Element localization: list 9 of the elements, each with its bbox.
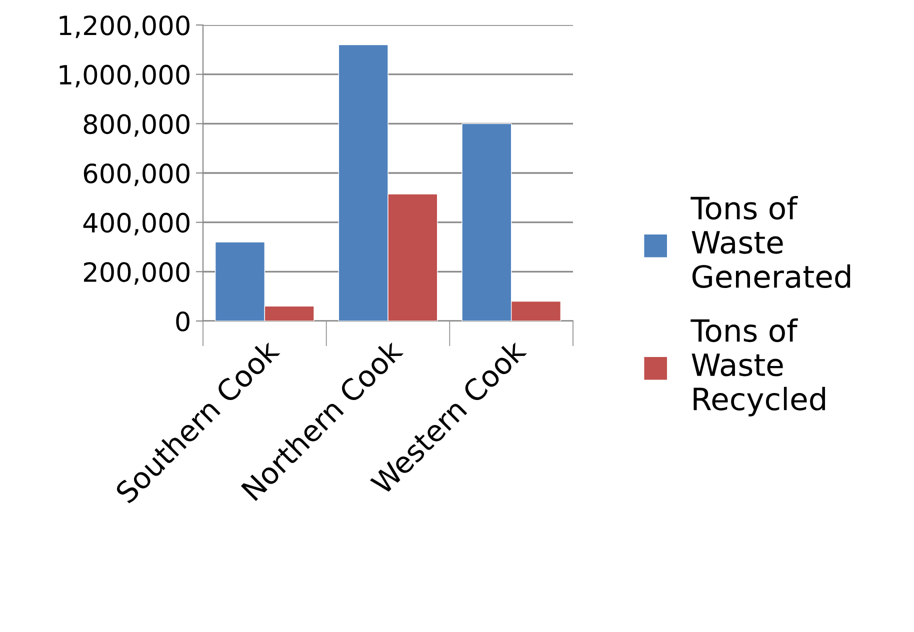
legend-label: Tons of Waste Generated — [690, 196, 850, 288]
y-tick-label: 400,000 — [83, 212, 190, 236]
y-tick-label: 800,000 — [84, 114, 190, 137]
legend-label: Tons of Waste Recycled — [690, 318, 825, 416]
y-tick-label: 1,200,000 — [60, 15, 190, 38]
y-tick-label: 600,000 — [84, 163, 190, 186]
y-tick-label: 0 — [176, 311, 190, 332]
y-tick-label: 1,000,000 — [60, 64, 190, 88]
y-tick-label: 200,000 — [84, 262, 190, 285]
